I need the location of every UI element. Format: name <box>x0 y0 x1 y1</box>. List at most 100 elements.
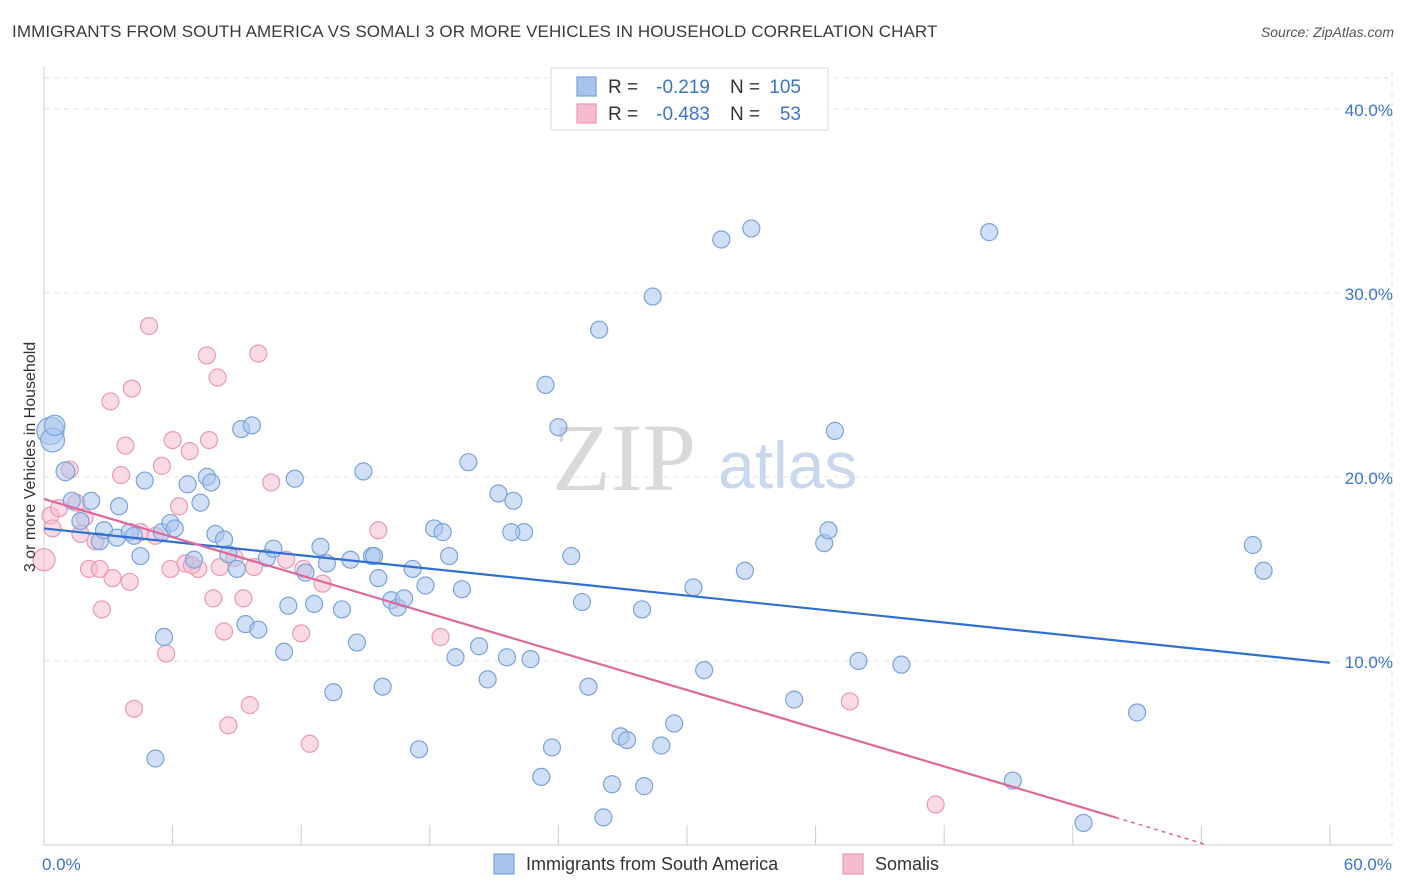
legend-n-value-blue: 105 <box>769 77 801 98</box>
south-america-point-55 <box>416 576 435 595</box>
somalis-point-22 <box>152 456 171 475</box>
y-axis-title: 3 or more Vehicles in Household <box>22 342 39 572</box>
top-legend-box <box>550 67 829 131</box>
somalis-point-30 <box>197 346 216 365</box>
south-america-point-40 <box>311 537 330 556</box>
bottom-legend-swatch-blue <box>493 853 515 875</box>
south-america-point-78 <box>602 775 622 794</box>
somalis-point-11 <box>92 600 111 619</box>
south-america-point-101 <box>1243 535 1262 555</box>
somalis-points <box>32 316 945 814</box>
legend-r-label-blue: R = <box>608 77 638 98</box>
bottom-legend: Immigrants from South America Somalis <box>493 853 939 875</box>
trendline-somalis-extrapolated <box>1115 816 1208 846</box>
somalis-point-13 <box>103 569 122 588</box>
south-america-point-13 <box>131 546 150 566</box>
somalis-point-43 <box>292 624 311 643</box>
south-america-point-48 <box>369 569 388 588</box>
somalis-point-34 <box>214 622 234 641</box>
south-america-point-76 <box>590 320 609 339</box>
bottom-legend-label-blue: Immigrants from South America <box>526 854 779 874</box>
south-america-point-64 <box>489 484 508 503</box>
south-america-point-94 <box>825 421 844 440</box>
legend-n-value-pink: 53 <box>780 104 801 125</box>
south-america-point-34 <box>264 539 283 558</box>
south-america-point-14 <box>135 471 154 490</box>
somalis-point-41 <box>262 473 281 492</box>
south-america-point-65 <box>497 648 517 667</box>
somalis-point-12 <box>101 392 120 411</box>
y-tick-label-0: 10.0% <box>1345 653 1393 672</box>
bottom-legend-label-pink: Somalis <box>875 854 939 874</box>
south-america-point-24 <box>202 473 221 492</box>
south-america-point-62 <box>469 637 489 656</box>
watermark: ZIP atlas <box>552 404 857 511</box>
south-america-point-104 <box>502 523 521 542</box>
south-america-point-72 <box>549 418 568 437</box>
south-america-point-15 <box>146 749 165 768</box>
somalis-point-15 <box>116 436 135 455</box>
south-america-point-35 <box>274 642 294 661</box>
axes <box>43 66 1392 846</box>
somalis-point-46 <box>369 521 388 540</box>
legend-swatch-blue <box>576 76 597 97</box>
south-america-point-90 <box>742 219 761 238</box>
source-credit: Source: ZipAtlas.com <box>1260 24 1394 40</box>
somalis-point-49 <box>926 795 945 814</box>
legend-n-label-blue: N = <box>730 77 760 98</box>
trendlines <box>43 497 1331 846</box>
south-america-point-71 <box>542 738 562 757</box>
south-america-point-86 <box>684 578 703 597</box>
somalis-point-45 <box>300 734 319 753</box>
south-america-point-36 <box>279 596 298 615</box>
south-america-point-43 <box>332 600 352 619</box>
somalis-point-26 <box>169 497 189 516</box>
south-america-point-100 <box>1127 703 1147 722</box>
south-america-point-2 <box>43 414 66 437</box>
south-america-point-54 <box>409 740 429 759</box>
south-america-point-3 <box>55 461 76 482</box>
south-america-point-32 <box>249 620 268 639</box>
somalis-point-35 <box>219 716 238 735</box>
south-america-point-103 <box>364 546 384 566</box>
south-america-point-82 <box>635 777 654 796</box>
legend-swatch-pink <box>576 103 597 124</box>
legend-n-label-pink: N = <box>730 104 760 125</box>
south-america-point-73 <box>562 546 581 566</box>
south-america-point-12 <box>124 526 144 545</box>
somalis-point-17 <box>122 379 141 398</box>
trendline-south-america <box>43 527 1331 664</box>
somalis-point-25 <box>163 430 182 450</box>
top-legend: R = -0.219 N = 105 R = -0.483 N = 53 <box>550 67 829 131</box>
south-america-point-69 <box>532 767 551 787</box>
south-america-point-60 <box>452 580 472 599</box>
south-america-point-85 <box>665 714 684 733</box>
somalis-point-33 <box>208 368 227 387</box>
south-america-point-6 <box>82 491 101 510</box>
y-tick-label-1: 20.0% <box>1345 469 1393 488</box>
x-tick-label-min: 0.0% <box>42 855 81 874</box>
somalis-point-31 <box>199 430 219 450</box>
somalis-point-38 <box>240 696 259 715</box>
south-america-point-39 <box>304 594 324 613</box>
south-america-point-81 <box>632 600 652 619</box>
south-america-point-97 <box>980 223 999 242</box>
south-america-point-91 <box>785 690 804 709</box>
somalis-point-48 <box>840 692 859 711</box>
south-america-point-21 <box>184 550 204 569</box>
somalis-point-47 <box>431 627 450 647</box>
somalis-point-16 <box>120 572 139 591</box>
south-america-point-61 <box>459 453 478 472</box>
somalis-point-10 <box>90 559 109 579</box>
south-america-point-5 <box>71 511 90 531</box>
south-america-point-75 <box>579 677 598 696</box>
south-america-point-17 <box>154 627 174 647</box>
south-america-point-22 <box>191 493 210 512</box>
south-america-point-49 <box>373 677 392 696</box>
south-america-point-31 <box>242 416 262 435</box>
somalis-point-40 <box>249 344 268 363</box>
x-tick-labels: 0.0% 60.0% <box>42 855 1392 874</box>
somalis-point-18 <box>124 699 144 718</box>
somalis-point-23 <box>157 644 176 663</box>
somalis-point-32 <box>204 589 223 608</box>
